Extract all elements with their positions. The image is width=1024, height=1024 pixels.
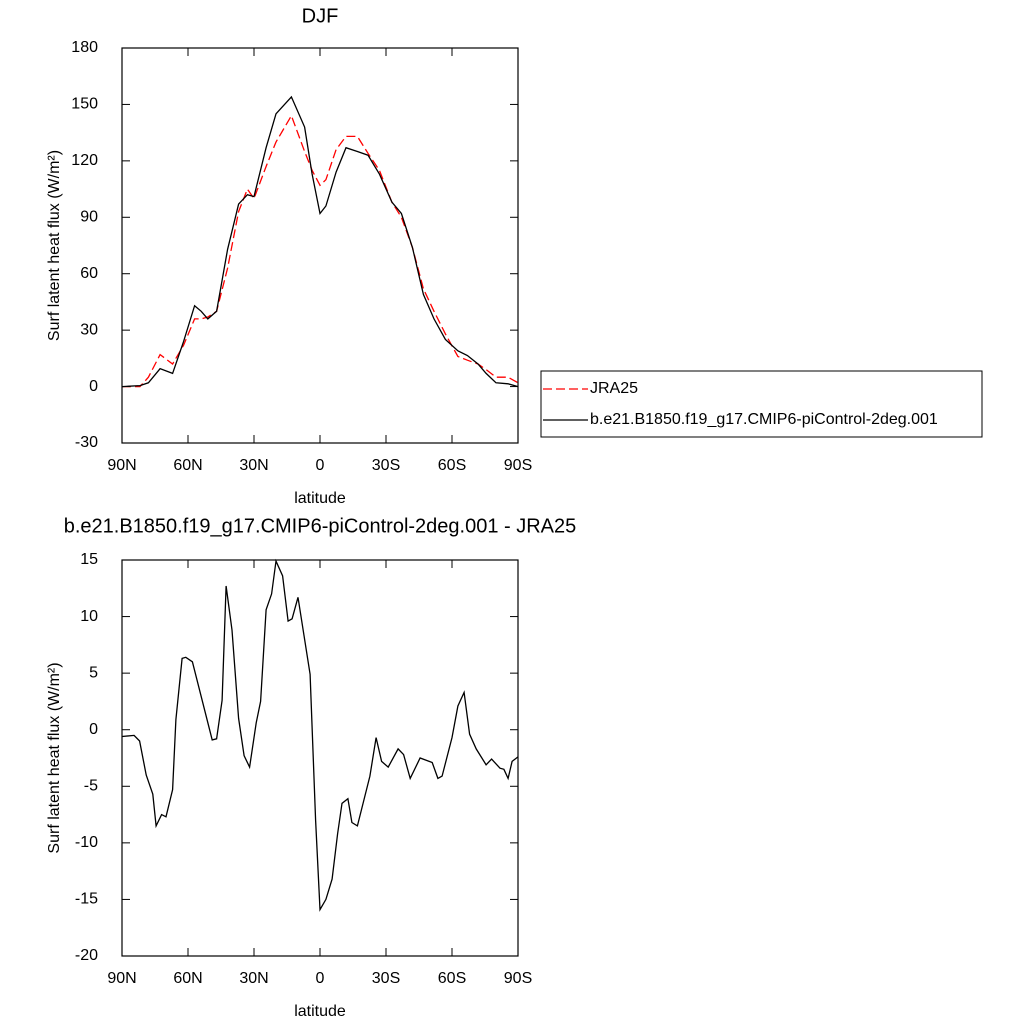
legend-label: b.e21.B1850.f19_g17.CMIP6-piControl-2deg… xyxy=(590,411,938,428)
x-tick-label: 90S xyxy=(504,970,532,987)
x-tick-label: 30N xyxy=(239,970,268,987)
x-tick-label: 0 xyxy=(316,970,325,987)
x-axis-label: latitude xyxy=(294,1003,346,1020)
data-line xyxy=(122,114,519,388)
x-tick-label: 30S xyxy=(372,970,400,987)
legend-label: JRA25 xyxy=(590,380,638,397)
legend-box xyxy=(540,370,983,438)
x-tick-label: 0 xyxy=(316,457,325,474)
y-tick-label: 180 xyxy=(71,39,98,56)
y-axis-label: Surf latent heat flux (W/m²) xyxy=(46,662,63,853)
y-tick-label: -5 xyxy=(84,778,98,795)
plot-frame xyxy=(121,47,519,444)
chart-title: b.e21.B1850.f19_g17.CMIP6-piControl-2deg… xyxy=(64,515,577,537)
y-tick-label: 5 xyxy=(89,664,98,681)
y-tick-label: -15 xyxy=(75,891,98,908)
data-line xyxy=(121,95,519,388)
x-tick-label: 30N xyxy=(239,457,268,474)
y-tick-label: 30 xyxy=(80,321,98,338)
y-tick-label: 15 xyxy=(80,551,98,568)
x-tick-label: 90N xyxy=(107,970,136,987)
y-axis-label: Surf latent heat flux (W/m²) xyxy=(46,150,63,341)
y-tick-label: 150 xyxy=(71,96,98,113)
x-tick-label: 60N xyxy=(173,970,202,987)
y-tick-label: -20 xyxy=(75,947,98,964)
chart-title: DJF xyxy=(302,5,339,27)
x-tick-label: 60N xyxy=(173,457,202,474)
y-tick-label: 0 xyxy=(89,378,98,395)
x-tick-label: 90S xyxy=(504,457,532,474)
x-tick-label: 30S xyxy=(372,457,400,474)
y-tick-label: -10 xyxy=(75,834,98,851)
y-tick-label: 120 xyxy=(71,152,98,169)
y-tick-label: 90 xyxy=(80,209,98,226)
x-tick-label: 60S xyxy=(438,970,466,987)
y-tick-label: 0 xyxy=(89,721,98,738)
x-axis-label: latitude xyxy=(294,490,346,507)
y-tick-label: 10 xyxy=(80,608,98,625)
data-line xyxy=(121,558,519,912)
x-tick-label: 60S xyxy=(438,457,466,474)
x-tick-label: 90N xyxy=(107,457,136,474)
y-tick-label: -30 xyxy=(75,434,98,451)
y-tick-label: 60 xyxy=(80,265,98,282)
